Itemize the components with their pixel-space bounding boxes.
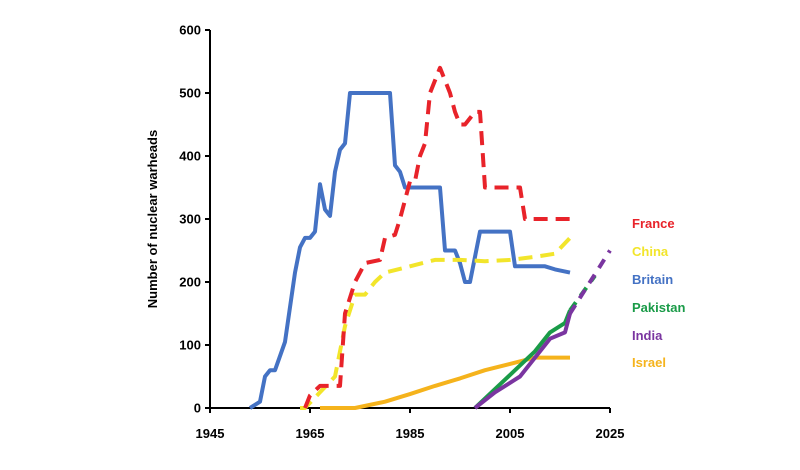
x-tick-label: 1965 — [296, 426, 325, 441]
legend-item-britain: Britain — [632, 272, 673, 287]
series-line-france — [303, 65, 570, 409]
legend-item-pakistan: Pakistan — [632, 300, 686, 315]
legend-item-france: France — [632, 216, 675, 231]
x-ticks: 1945 1965 1985 2005 2025 — [196, 408, 625, 441]
x-tick-label: 2005 — [496, 426, 525, 441]
y-ticks: 0 100 200 300 400 500 600 — [179, 23, 210, 416]
series-line-israel — [320, 355, 570, 410]
series-projection-india — [568, 249, 612, 315]
legend-item-india: India — [632, 328, 663, 343]
legend: France China Britain Pakistan India Israel — [632, 216, 686, 370]
x-tick-label: 2025 — [596, 426, 625, 441]
legend-item-china: China — [632, 244, 669, 259]
y-tick-label: 200 — [179, 275, 201, 290]
series-line-britain — [248, 91, 571, 410]
y-tick-label: 600 — [179, 23, 201, 38]
y-tick-label: 100 — [179, 338, 201, 353]
y-axis-title: Number of nuclear warheads — [145, 130, 160, 308]
series-line-india — [473, 312, 572, 410]
y-tick-label: 300 — [179, 212, 201, 227]
y-tick-label: 400 — [179, 149, 201, 164]
x-tick-label: 1985 — [396, 426, 425, 441]
series-layer — [248, 65, 612, 410]
legend-item-israel: Israel — [632, 355, 666, 370]
x-tick-label: 1945 — [196, 426, 225, 441]
series-line-pakistan — [473, 309, 572, 410]
y-tick-label: 500 — [179, 86, 201, 101]
y-tick-label: 0 — [194, 401, 201, 416]
axes — [209, 30, 610, 409]
